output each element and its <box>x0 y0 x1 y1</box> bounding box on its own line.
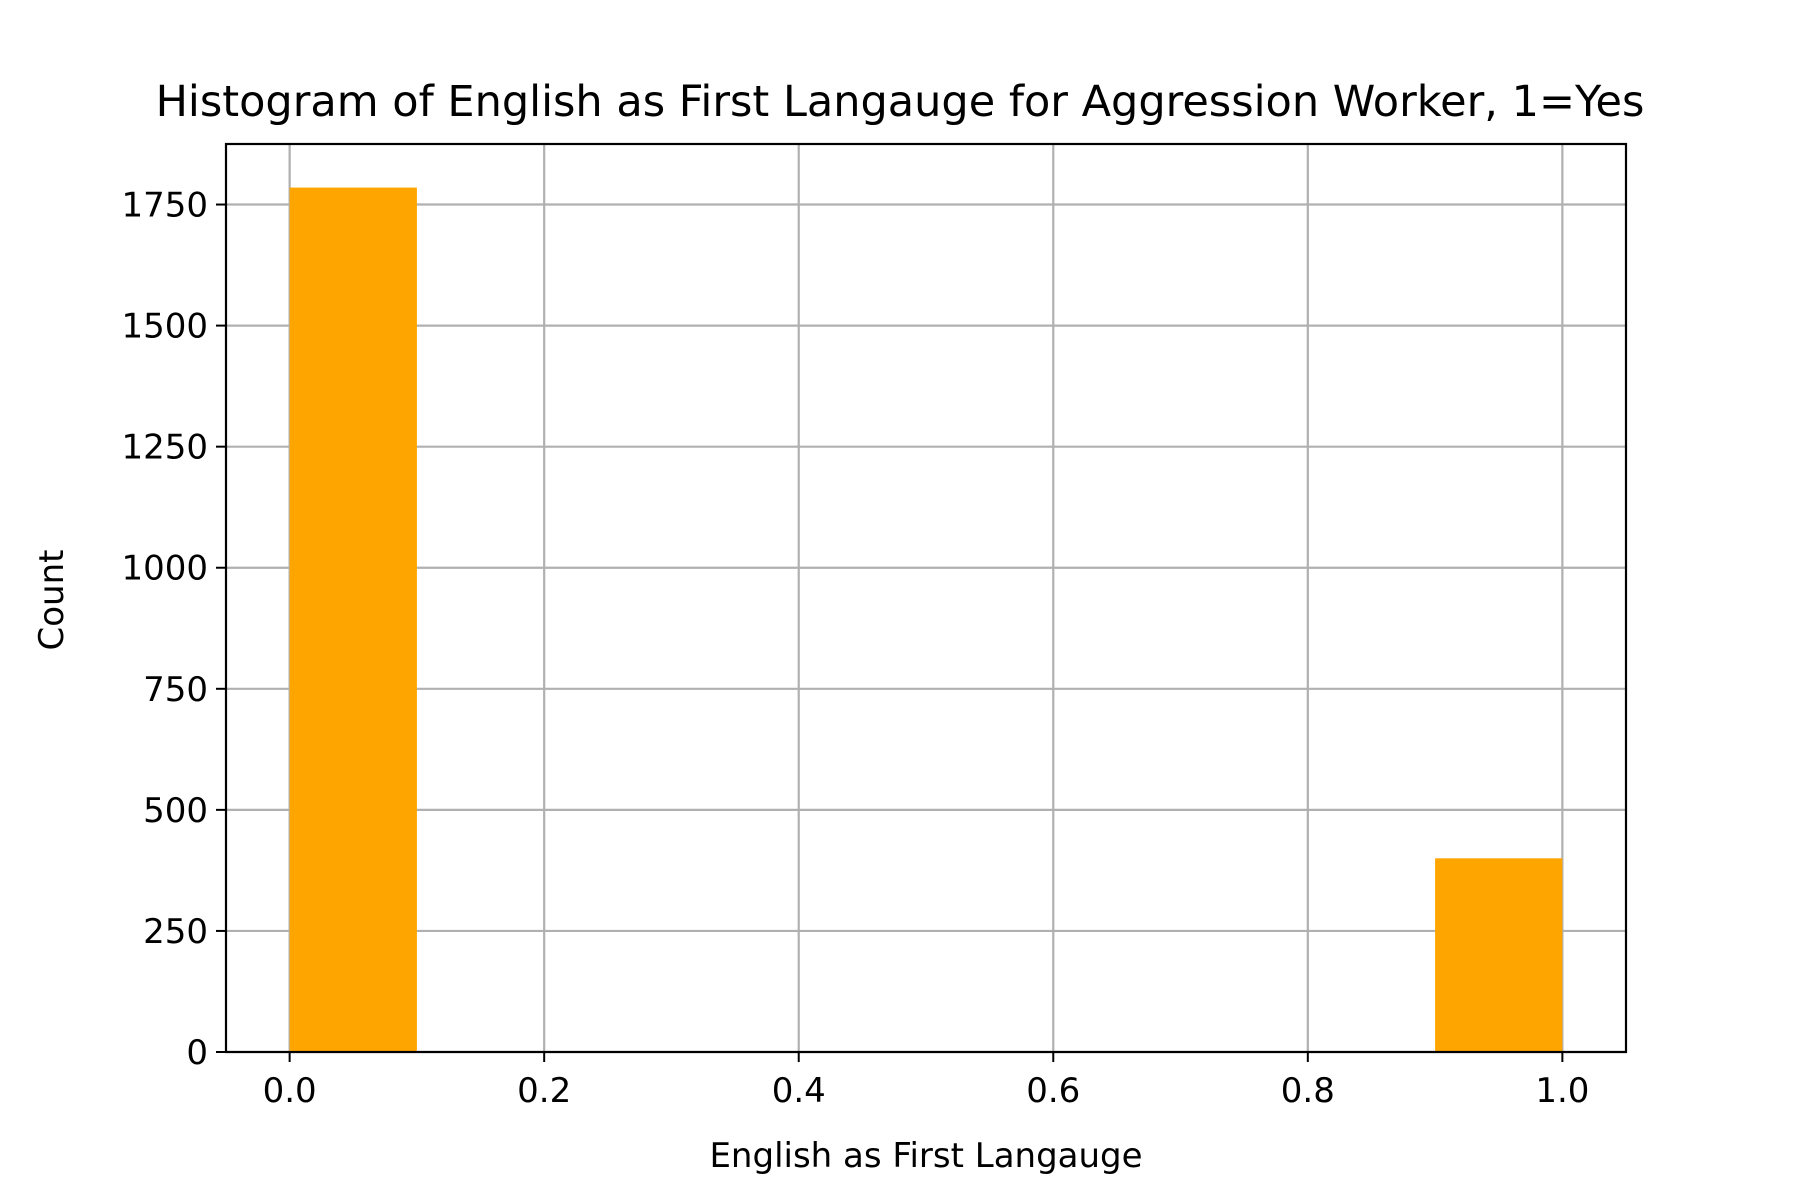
x-tick-label: 0.0 <box>263 1071 317 1111</box>
histogram-bars <box>289 187 1563 1053</box>
y-tick-label: 1500 <box>121 307 208 347</box>
y-gridlines <box>226 203 1626 1054</box>
x-tick-label: 0.8 <box>1281 1071 1335 1111</box>
y-tick-label: 1750 <box>121 186 208 226</box>
histogram-bar <box>1435 858 1563 1052</box>
plot-frame <box>224 142 1628 1054</box>
y-axis-label: Count <box>32 550 72 651</box>
x-axis-label: English as First Langauge <box>709 1136 1142 1176</box>
y-tick-label: 0 <box>186 1033 208 1073</box>
y-tick-label: 500 <box>143 791 208 831</box>
x-tick-label: 0.2 <box>517 1071 571 1111</box>
y-axis-ticks: 0 250 500 750 1000 1250 1500 1750 <box>121 186 226 1073</box>
chart-title: Histogram of English as First Langauge f… <box>156 77 1645 127</box>
y-tick-label: 1000 <box>121 549 208 589</box>
x-gridlines <box>288 144 1564 1052</box>
x-tick-label: 0.4 <box>772 1071 826 1111</box>
y-tick-label: 250 <box>143 912 208 952</box>
x-axis-ticks: 0.0 0.2 0.4 0.6 0.8 1.0 <box>263 1052 1589 1111</box>
x-tick-label: 0.6 <box>1026 1071 1080 1111</box>
histogram-bar <box>289 187 417 1053</box>
y-tick-label: 1250 <box>121 428 208 468</box>
y-tick-label: 750 <box>143 670 208 710</box>
x-tick-label: 1.0 <box>1535 1071 1589 1111</box>
